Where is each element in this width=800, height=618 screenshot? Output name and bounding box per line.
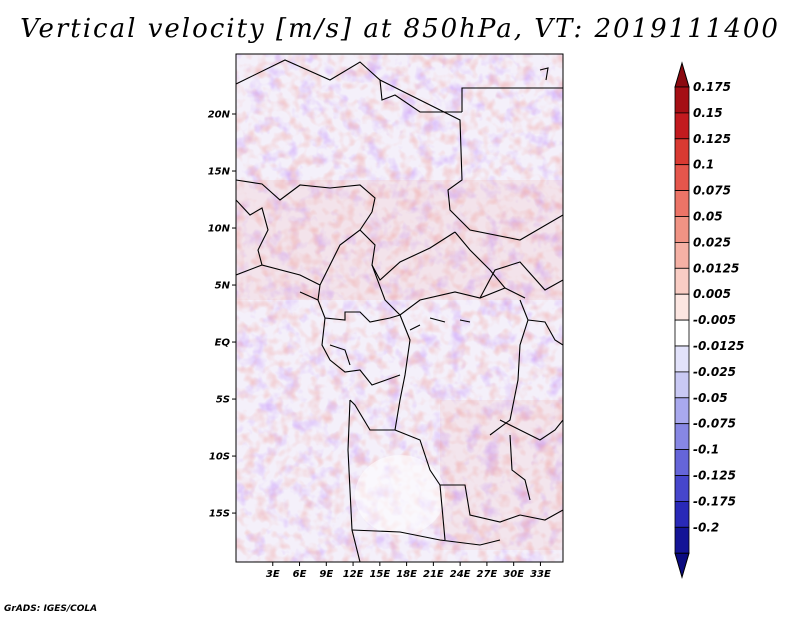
latitude-axis: 20N 15N 10N 5N EQ 5S 10S 15S — [208, 110, 236, 520]
colorbar-swatch — [674, 190, 690, 217]
colorbar-label: -0.2 — [693, 520, 719, 534]
lon-label: 27E — [477, 569, 498, 580]
colorbar-swatch — [674, 345, 690, 373]
lat-label: EQ — [215, 338, 231, 349]
colorbar-label: 0.05 — [693, 210, 723, 224]
colorbar-label: -0.05 — [693, 391, 728, 405]
colorbar-label: -0.175 — [693, 494, 736, 508]
colorbar-label: -0.1 — [693, 443, 719, 457]
colorbar-swatch — [674, 241, 690, 269]
colorbar-swatch — [674, 112, 690, 140]
colorbar: 0.175 0.15 0.125 0.1 0.075 0.05 0.025 0.0125 0.0… — [674, 61, 744, 579]
colorbar-swatch — [674, 216, 690, 243]
lat-label: 5S — [216, 395, 230, 406]
colorbar-swatch — [674, 164, 690, 191]
colorbar-bottom-arrow — [674, 552, 690, 579]
colorbar-label: -0.125 — [693, 469, 736, 483]
lon-label: 24E — [450, 569, 471, 580]
longitude-axis: 3E 6E 9E 12E 15E 18E 21E 24E 27E 30E 33E — [266, 562, 551, 580]
lon-label: 21E — [423, 569, 444, 580]
colorbar-label: 0.15 — [693, 106, 723, 120]
colorbar-label: -0.075 — [693, 417, 736, 431]
chart-title: Vertical velocity [m/s] at 850hPa, VT: 2… — [20, 14, 780, 44]
lon-label: 15E — [369, 569, 390, 580]
colorbar-top-arrow — [674, 61, 690, 88]
colorbar-swatch — [674, 449, 690, 476]
colorbar-label: 0.025 — [693, 235, 731, 249]
colorbar-swatch — [674, 138, 690, 166]
colorbar-label: -0.025 — [693, 365, 736, 379]
colorbar-label: 0.125 — [693, 132, 731, 146]
lat-label: 10S — [209, 452, 230, 463]
grads-credit: GrADS: IGES/COLA — [4, 604, 98, 614]
lat-label: 20N — [208, 110, 231, 121]
velocity-field — [236, 54, 563, 562]
lat-label: 15N — [208, 167, 231, 178]
lon-label: 6E — [293, 569, 307, 580]
lon-label: 18E — [396, 569, 417, 580]
colorbar-swatch — [674, 371, 690, 399]
map-frame — [235, 53, 564, 563]
lon-label: 12E — [343, 569, 364, 580]
colorbar-swatch — [674, 267, 690, 295]
colorbar-label: -0.0125 — [693, 339, 744, 353]
lon-label: 9E — [319, 569, 333, 580]
colorbar-label: -0.005 — [693, 313, 736, 327]
colorbar-swatch — [674, 423, 690, 451]
colorbar-swatch — [674, 397, 690, 425]
lat-label: 10N — [208, 224, 231, 235]
lat-label: 15S — [209, 509, 230, 520]
colorbar-label: 0.1 — [693, 158, 714, 172]
colorbar-label: 0.175 — [693, 80, 731, 94]
lon-label: 3E — [266, 569, 280, 580]
colorbar-label: 0.005 — [693, 287, 731, 301]
colorbar-swatch — [674, 500, 690, 528]
colorbar-swatch — [674, 475, 690, 502]
country-borders — [236, 59, 563, 562]
lon-label: 30E — [503, 569, 524, 580]
colorbar-swatch — [674, 86, 690, 114]
lat-label: 5N — [215, 281, 231, 292]
colorbar-swatch — [674, 526, 690, 554]
lon-label: 33E — [530, 569, 551, 580]
colorbar-label: 0.0125 — [693, 261, 739, 275]
colorbar-swatch — [674, 319, 690, 347]
colorbar-label: 0.075 — [693, 184, 731, 198]
colorbar-swatch — [674, 293, 690, 321]
